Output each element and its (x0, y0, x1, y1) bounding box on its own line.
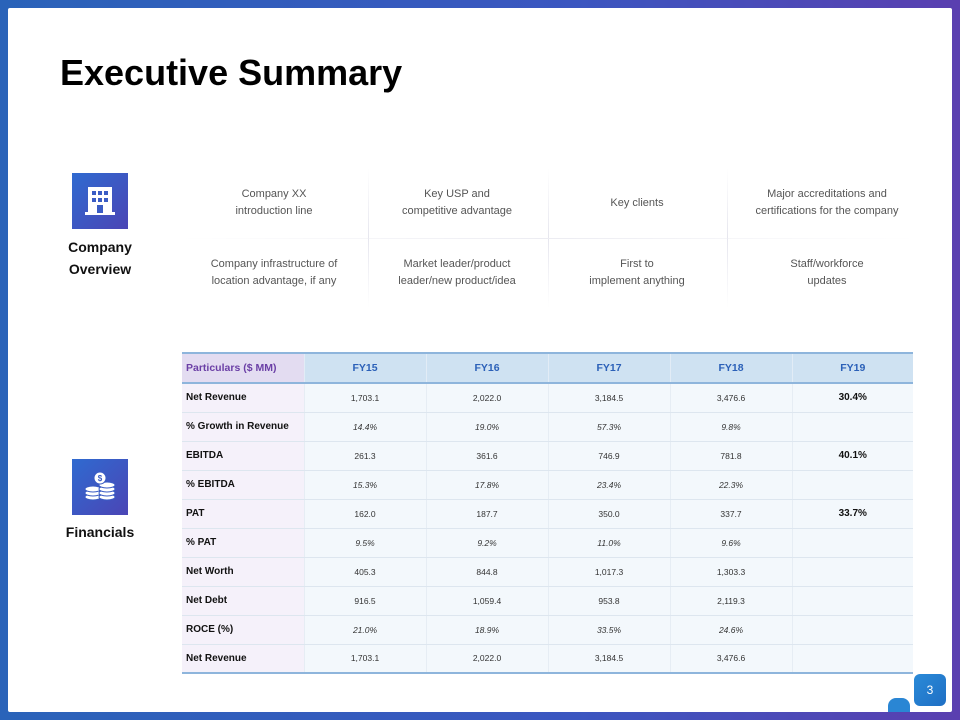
table-cell: 9.8% (669, 412, 792, 442)
table-row: % EBITDA 15.3% 17.8% 23.4% 22.3% (182, 470, 913, 500)
row-label: % EBITDA (182, 470, 304, 500)
fy19-cell (791, 557, 913, 587)
table-cell: 1,303.3 (669, 557, 792, 587)
table-cell: 1,703.1 (303, 644, 426, 674)
table-cell: 3,184.5 (547, 383, 670, 413)
table-cell: 9.5% (303, 528, 426, 558)
table-cell: 57.3% (547, 412, 670, 442)
table-cell: 261.3 (303, 441, 426, 471)
table-cell: 746.9 (547, 441, 670, 471)
overview-cell: Key USP and competitive advantage (401, 188, 513, 217)
table-cell: 953.8 (547, 586, 670, 616)
table-header: FY17 (547, 352, 670, 384)
overview-cell: Company XX introduction line (235, 188, 313, 217)
overview-cell: Market leader/product leader/new product/… (398, 258, 516, 287)
row-label: % PAT (182, 528, 304, 558)
table-header: FY19 (791, 352, 913, 384)
company-overview-label: Company Overview (68, 239, 132, 277)
table-row: % PAT 9.5% 9.2% 11.0% 9.6% (182, 528, 913, 558)
fy19-cell (791, 615, 913, 645)
overview-grid: Company XX introduction line Key USP and c… (180, 168, 916, 308)
table-row: Net Revenue 1,703.1 2,022.0 3,184.5 3,476.6 3… (182, 383, 913, 413)
table-cell: 15.3% (303, 470, 426, 500)
table-cell: 361.6 (425, 441, 548, 471)
table-cell: 162.0 (303, 499, 426, 529)
table-cell: 21.0% (303, 615, 426, 645)
overview-cell: Key clients (610, 196, 664, 209)
coins-icon: $ (72, 459, 128, 515)
table-cell: 187.7 (425, 499, 548, 529)
table-cell: 1,059.4 (425, 586, 548, 616)
table-header: FY16 (425, 352, 548, 384)
overview-cell: Staff/workforce updates (790, 258, 864, 287)
table-cell: 3,476.6 (669, 383, 792, 413)
table-header: Particulars ($ MM) (182, 352, 304, 384)
row-label: Net Revenue (182, 383, 304, 413)
overview-cell: Major accreditations and certifications f… (755, 188, 899, 217)
row-label: EBITDA (182, 441, 304, 471)
table-cell: 916.5 (303, 586, 426, 616)
fy19-cell: 33.7% (791, 499, 913, 529)
table-cell: 14.4% (303, 412, 426, 442)
table-cell: 18.9% (425, 615, 548, 645)
row-label: Net Worth (182, 557, 304, 587)
table-cell: 9.6% (669, 528, 792, 558)
page-title: Executive Summary (60, 52, 403, 93)
page-decoration (888, 698, 910, 712)
table-row: EBITDA 261.3 361.6 746.9 781.8 40.1% (182, 441, 913, 471)
row-label: % Growth in Revenue (182, 412, 304, 442)
table-cell: 405.3 (303, 557, 426, 587)
fy19-cell (791, 470, 913, 500)
fy19-cell (791, 412, 913, 442)
table-cell: 2,022.0 (425, 644, 548, 674)
table-cell: 23.4% (547, 470, 670, 500)
table-row: ROCE (%) 21.0% 18.9% 33.5% 24.6% (182, 615, 913, 645)
svg-text:$: $ (98, 474, 103, 483)
row-label: Net Debt (182, 586, 304, 616)
table-cell: 844.8 (425, 557, 548, 587)
table-cell: 337.7 (669, 499, 792, 529)
financials-label: Financials (65, 524, 135, 540)
table-cell: 9.2% (425, 528, 548, 558)
row-label: PAT (182, 499, 304, 529)
table-cell: 2,119.3 (669, 586, 792, 616)
fy19-cell: 30.4% (791, 383, 913, 413)
table-cell: 350.0 (547, 499, 670, 529)
table-cell: 781.8 (669, 441, 792, 471)
table-header: FY18 (669, 352, 792, 384)
overview-cell: Company infrastructure of location advant… (210, 258, 338, 287)
fy19-cell (791, 586, 913, 616)
fy19-cell (791, 644, 913, 674)
table-cell: 3,184.5 (547, 644, 670, 674)
table-row: Net Worth 405.3 844.8 1,017.3 1,303.3 (182, 557, 913, 587)
table-header: FY15 (303, 352, 426, 384)
building-icon (72, 173, 128, 229)
page-number: 3 (914, 674, 946, 706)
table-cell: 2,022.0 (425, 383, 548, 413)
table-cell: 11.0% (547, 528, 670, 558)
table-cell: 22.3% (669, 470, 792, 500)
table-cell: 24.6% (669, 615, 792, 645)
financials-table: Particulars ($ MM) FY15 FY16 FY17 FY18 F… (182, 352, 913, 674)
row-label: Net Revenue (182, 644, 304, 674)
table-row: Net Debt 916.5 1,059.4 953.8 2,119.3 (182, 586, 913, 616)
row-label: ROCE (%) (182, 615, 304, 645)
slide: Executive Summary Company Overview Compa… (8, 8, 952, 712)
table-cell: 17.8% (425, 470, 548, 500)
table-cell: 33.5% (547, 615, 670, 645)
fy19-cell (791, 528, 913, 558)
table-row: % Growth in Revenue 14.4% 19.0% 57.3% 9.8% (182, 412, 913, 442)
table-cell: 3,476.6 (669, 644, 792, 674)
overview-cell: First to implement anything (589, 258, 685, 287)
table-row: Net Revenue 1,703.1 2,022.0 3,184.5 3,476.6 (182, 644, 913, 674)
table-cell: 19.0% (425, 412, 548, 442)
fy19-cell: 40.1% (791, 441, 913, 471)
table-row: PAT 162.0 187.7 350.0 337.7 33.7% (182, 499, 913, 529)
table-cell: 1,017.3 (547, 557, 670, 587)
table-cell: 1,703.1 (303, 383, 426, 413)
